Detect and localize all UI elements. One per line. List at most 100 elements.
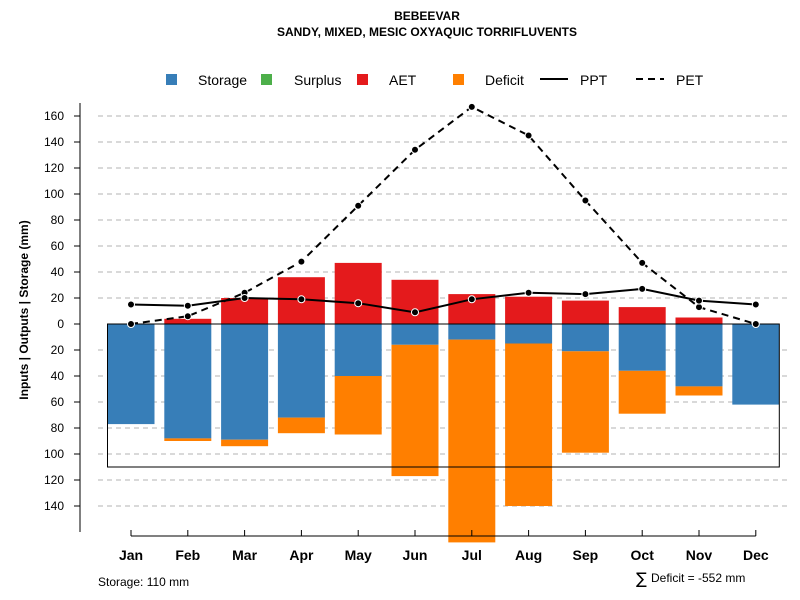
ppt-point [240, 294, 249, 302]
y-tick-label: 120 [44, 161, 64, 175]
y-tick-label: 140 [44, 135, 64, 149]
deficit-bar [391, 344, 439, 477]
sum-symbol-icon: ∑ [636, 569, 647, 588]
storage-bar [732, 324, 780, 405]
pet-point [638, 258, 647, 267]
x-tick-label: Jul [462, 547, 482, 563]
ppt-point [751, 300, 760, 309]
pet-point [127, 320, 135, 328]
x-tick-label: Apr [289, 547, 314, 563]
y-tick-label: 40 [51, 265, 65, 279]
storage-bar [391, 324, 439, 345]
ppt-point [354, 299, 363, 308]
legend-surplus-swatch [261, 74, 272, 85]
deficit-bar [505, 343, 553, 506]
grid-lines [98, 115, 790, 507]
y-axis-label: Inputs | Outputs | Storage (mm) [17, 220, 31, 399]
storage-bar [221, 324, 269, 440]
pet-point [695, 303, 703, 312]
storage-bar [505, 324, 553, 344]
y-tick-label: 20 [51, 291, 65, 305]
chart-title: BEBEEVAR [394, 9, 460, 23]
chart-legend: Storage Surplus AET Deficit PPT PET [166, 72, 704, 88]
ppt-point [297, 295, 306, 304]
aet-bar [618, 307, 666, 324]
x-tick-label: Sep [573, 547, 599, 563]
y-tick-label: 60 [51, 395, 65, 409]
x-tick-label: Nov [686, 547, 713, 563]
ppt-point [524, 288, 533, 297]
y-axis: 160 140 120 100 80 60 40 20 0 20 40 60 80 100 120 140 [44, 103, 81, 532]
lines-group [127, 102, 760, 328]
chart-subtitle: SANDY, MIXED, MESIC OXYAQUIC TORRIFLUVEN… [277, 25, 577, 39]
legend-ppt-label: PPT [580, 72, 608, 88]
y-tick-label: 140 [44, 499, 64, 513]
x-tick-label: Oct [631, 547, 655, 563]
pet-point [411, 145, 419, 154]
ppt-line [130, 287, 756, 314]
y-tick-label: 60 [51, 239, 65, 253]
storage-bar [561, 324, 609, 352]
x-tick-label: May [345, 547, 372, 563]
storage-bar [277, 324, 325, 418]
storage-bar [675, 324, 723, 387]
x-tick-label: Jan [119, 547, 143, 563]
x-tick-label: Jun [403, 547, 428, 563]
pet-point [467, 102, 476, 111]
legend-storage-swatch [166, 74, 177, 85]
storage-bar [334, 324, 382, 376]
ppt-point [411, 308, 419, 317]
x-tick-label: Mar [232, 547, 257, 563]
pet-point [751, 320, 760, 328]
y-tick-label: 120 [44, 473, 64, 487]
ppt-point [695, 296, 703, 305]
x-tick-label: Dec [743, 547, 769, 563]
storage-bar [164, 324, 212, 439]
deficit-bar [277, 417, 325, 434]
pet-point [354, 201, 363, 210]
y-tick-label: 100 [44, 447, 64, 461]
legend-deficit-label: Deficit [485, 72, 524, 88]
aet-bar [391, 279, 439, 324]
deficit-footnote: Deficit = -552 mm [651, 571, 745, 585]
ppt-point [127, 300, 135, 309]
pet-line [130, 105, 757, 325]
pet-point [581, 196, 590, 205]
legend-deficit-swatch [453, 74, 464, 85]
pet-point [297, 257, 306, 266]
aet-bar [561, 300, 609, 324]
ppt-point [467, 295, 476, 304]
y-tick-label: 100 [44, 187, 64, 201]
storage-bar [107, 324, 155, 425]
deficit-bar [164, 438, 212, 441]
x-tick-label: Aug [515, 547, 542, 563]
deficit-bar [334, 376, 382, 435]
storage-footnote: Storage: 110 mm [98, 575, 189, 589]
pet-point [183, 312, 192, 321]
deficit-bar [675, 386, 723, 396]
legend-aet-swatch [357, 74, 368, 85]
y-tick-label: 40 [51, 369, 65, 383]
legend-pet-label: PET [676, 72, 704, 88]
x-axis: Jan Feb Mar Apr May Jun Jul Aug Sep Oct Nov Dec [119, 530, 769, 563]
legend-storage-label: Storage [198, 72, 247, 88]
aet-bar [164, 318, 212, 324]
aet-bar [221, 298, 269, 324]
bars-group [107, 262, 780, 543]
aet-bar [675, 317, 723, 324]
y-tick-label: 80 [51, 213, 65, 227]
ppt-point [638, 284, 647, 293]
x-tick-label: Feb [175, 547, 200, 563]
storage-bar [448, 324, 496, 340]
deficit-bar [618, 370, 666, 414]
y-tick-label: 160 [44, 109, 64, 123]
deficit-bar [221, 439, 269, 447]
y-tick-label: 20 [51, 343, 65, 357]
aet-bar [334, 262, 382, 324]
y-tick-label: 0 [57, 317, 64, 331]
legend-surplus-label: Surplus [294, 72, 341, 88]
pet-point [524, 131, 533, 140]
deficit-bar [561, 351, 609, 453]
legend-aet-label: AET [389, 72, 417, 88]
